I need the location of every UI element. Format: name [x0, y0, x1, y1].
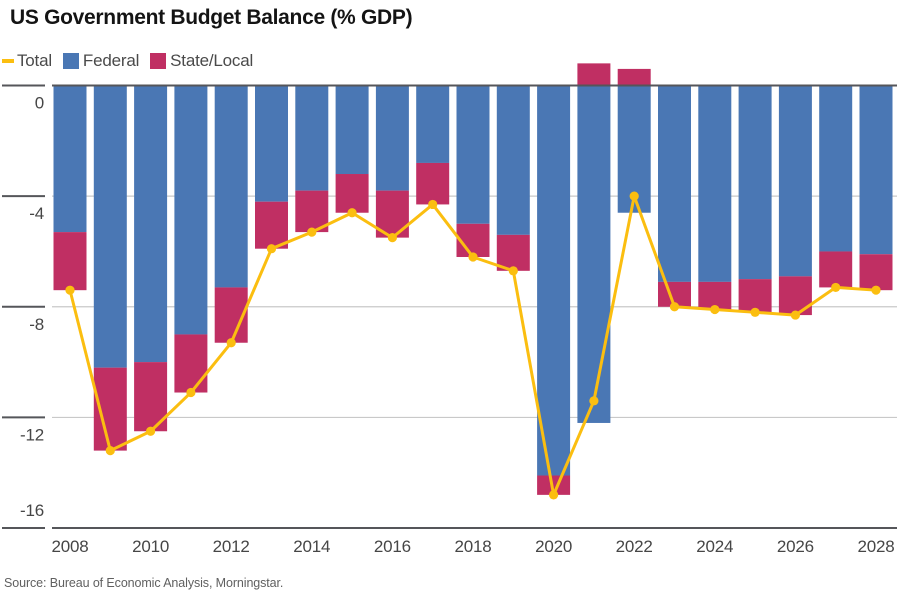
x-tick-label-2014: 2014	[293, 537, 330, 556]
federal-bar-2026	[778, 85, 812, 277]
federal-bar-2024	[698, 85, 732, 282]
federal-bar-2012	[214, 85, 248, 288]
state-local-bar-2008	[53, 232, 87, 291]
federal-bar-2013	[255, 85, 288, 202]
legend: Total Federal State/Local	[2, 51, 253, 71]
total-point-2022	[629, 191, 639, 201]
total-point-2028	[871, 285, 881, 295]
x-tick-label-2016: 2016	[374, 537, 411, 556]
total-point-2012	[226, 338, 236, 348]
federal-bar-2020	[537, 85, 571, 476]
state-local-bar-2015	[335, 174, 369, 213]
x-tick-label-2018: 2018	[454, 537, 491, 556]
total-point-2024	[710, 304, 720, 315]
total-point-2013	[266, 244, 277, 254]
x-tick-label-2024: 2024	[696, 537, 733, 556]
legend-label-total: Total	[17, 51, 52, 70]
total-point-2021	[589, 396, 599, 406]
federal-square-icon	[62, 53, 79, 69]
state-local-bar-2017	[416, 162, 450, 205]
total-point-2011	[186, 387, 196, 398]
federal-bar-2025	[738, 85, 772, 280]
total-line-dash-icon	[2, 59, 14, 63]
x-tick-label-2010: 2010	[132, 537, 169, 556]
total-point-2015	[347, 208, 357, 218]
x-tick-label-2020: 2020	[535, 537, 572, 556]
total-point-2014	[307, 227, 317, 237]
federal-bar-2009	[93, 85, 127, 368]
federal-bar-2027	[819, 85, 853, 252]
federal-bar-2014	[295, 85, 329, 191]
state-local-bar-2020	[537, 475, 571, 495]
legend-label-federal: Federal	[82, 51, 140, 70]
state-local-bar-2028	[859, 254, 893, 291]
y-tick-label--12: -12	[20, 425, 44, 444]
x-tick-label-2008: 2008	[51, 537, 88, 556]
source-note: Source: Bureau of Economic Analysis, Mor…	[4, 576, 284, 590]
total-point-2023	[669, 302, 680, 312]
total-point-2016	[387, 233, 397, 243]
state-local-bar-2027	[819, 251, 853, 288]
legend-item-federal: Federal	[62, 51, 140, 71]
federal-bar-2011	[174, 85, 208, 335]
x-tick-label-2028: 2028	[857, 537, 894, 556]
federal-bar-2008	[53, 85, 87, 233]
y-tick-label-0: 0	[35, 94, 44, 113]
total-point-2009	[105, 446, 115, 456]
total-point-2026	[790, 310, 801, 320]
state-local-bar-2025	[738, 279, 772, 313]
total-point-2020	[549, 490, 559, 500]
federal-bar-2022	[617, 85, 651, 213]
federal-bar-2018	[456, 85, 490, 224]
x-tick-label-2026: 2026	[777, 537, 814, 556]
federal-bar-2010	[134, 85, 168, 363]
total-point-2010	[146, 426, 156, 436]
state-local-bar-2011	[174, 334, 208, 393]
total-point-2027	[831, 282, 841, 293]
legend-item-state-local: State/Local	[150, 51, 253, 71]
legend-item-total: Total	[2, 51, 52, 71]
state-local-bar-2022	[617, 68, 651, 86]
federal-bar-2019	[496, 85, 530, 235]
federal-bar-2023	[658, 85, 691, 282]
y-tick-label--4: -4	[29, 204, 44, 223]
total-point-2018	[468, 252, 478, 262]
federal-bar-2017	[416, 85, 450, 163]
y-tick-label--16: -16	[20, 501, 44, 520]
state-local-bar-2019	[496, 234, 530, 271]
state-local-bar-2013	[255, 201, 288, 249]
state-local-bar-2024	[698, 281, 732, 310]
total-point-2019	[508, 266, 518, 276]
total-point-2025	[750, 307, 760, 317]
total-point-2008	[65, 285, 75, 295]
federal-bar-2015	[335, 85, 369, 175]
legend-label-state-local: State/Local	[170, 51, 254, 70]
x-tick-label-2012: 2012	[213, 537, 250, 556]
federal-bar-2028	[859, 85, 893, 255]
state-local-square-icon	[150, 53, 167, 69]
state-local-bar-2021	[577, 63, 611, 86]
federal-bar-2021	[577, 85, 611, 423]
x-tick-label-2022: 2022	[616, 537, 653, 556]
total-point-2017	[428, 199, 438, 210]
state-local-bar-2026	[778, 276, 812, 316]
federal-bar-2016	[375, 85, 409, 191]
y-tick-label--8: -8	[29, 315, 44, 334]
chart-title: US Government Budget Balance (% GDP)	[10, 6, 413, 29]
